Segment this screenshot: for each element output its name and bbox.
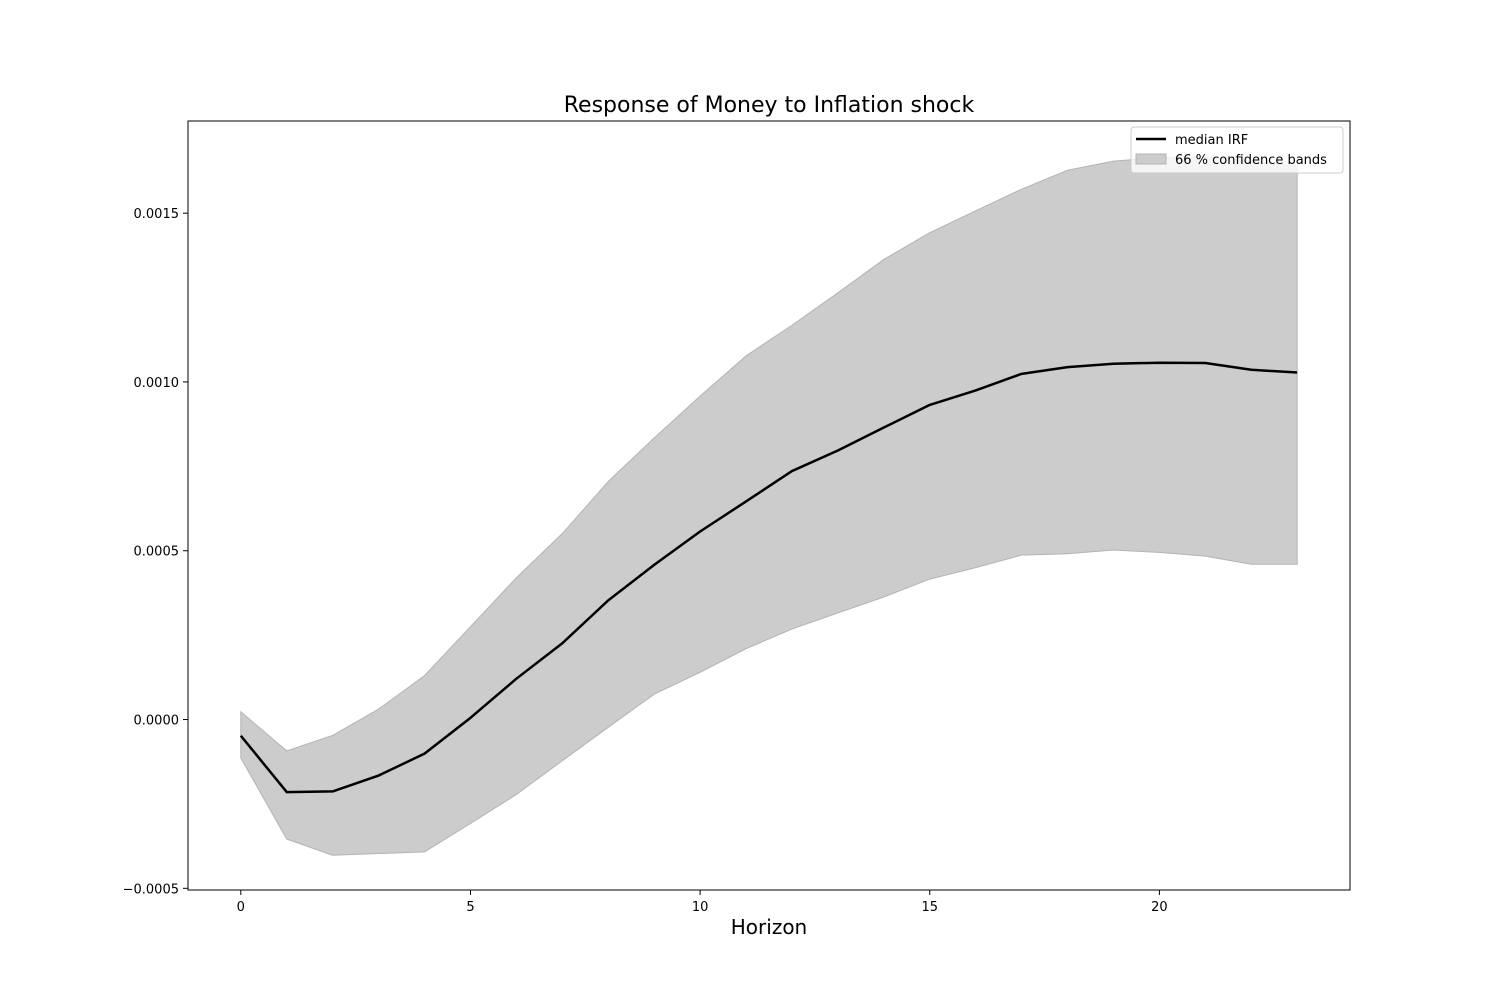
legend: median IRF 66 % confidence bands bbox=[1130, 126, 1344, 174]
plot-area bbox=[239, 156, 1298, 856]
plot-frame bbox=[187, 120, 1351, 891]
y-tick-label: 0.0005 bbox=[134, 545, 180, 560]
legend-box bbox=[1130, 126, 1344, 174]
y-tick-label: 0.0000 bbox=[134, 714, 180, 729]
confidence-band bbox=[240, 156, 1298, 856]
x-axis: 0 5 10 15 20 bbox=[237, 890, 1168, 915]
x-tick-label: 20 bbox=[1151, 900, 1168, 915]
x-tick-label: 0 bbox=[237, 900, 245, 915]
median-irf-line bbox=[239, 361, 1298, 794]
y-tick-label: 0.0015 bbox=[134, 207, 180, 222]
y-axis: −0.0005 0.0000 0.0005 0.0010 0.0015 bbox=[123, 207, 188, 897]
x-tick-label: 5 bbox=[466, 900, 474, 915]
legend-swatch-band bbox=[1135, 153, 1167, 165]
chart-title: Response of Money to Inflation shock bbox=[564, 93, 975, 118]
x-tick-label: 15 bbox=[921, 900, 938, 915]
y-tick-label: 0.0010 bbox=[134, 376, 180, 391]
x-tick-label: 10 bbox=[692, 900, 709, 915]
x-axis-label: Horizon bbox=[731, 915, 807, 939]
y-tick-label: −0.0005 bbox=[123, 882, 179, 897]
legend-label-median: median IRF bbox=[1175, 133, 1248, 148]
legend-label-band: 66 % confidence bands bbox=[1175, 153, 1327, 168]
